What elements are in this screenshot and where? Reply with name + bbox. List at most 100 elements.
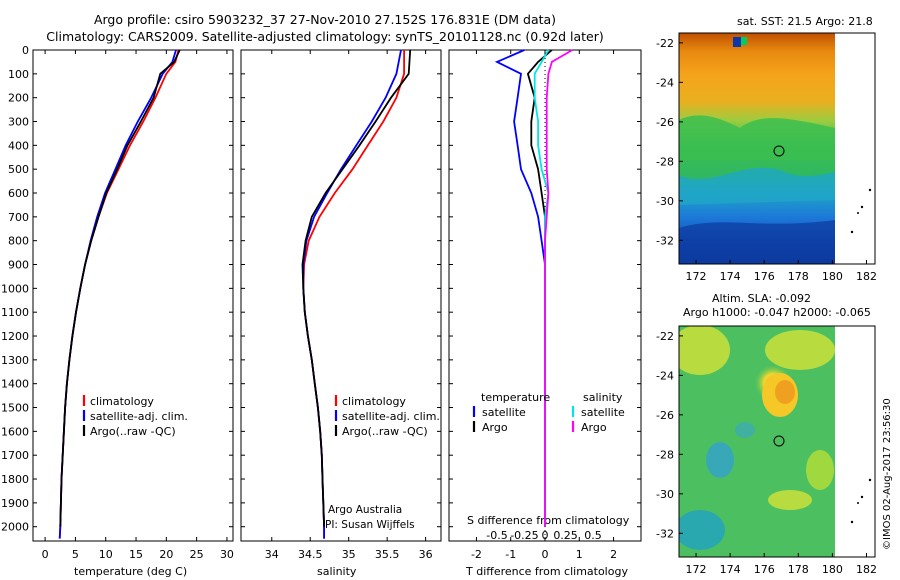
sla_map-ytick-label: -26: [656, 409, 674, 422]
salinity-xtick-label: 34.5: [298, 548, 323, 561]
sst_map-ytick-label: -26: [656, 116, 674, 129]
imos-credit: ©IMOS 02-Aug-2017 23:56:30: [882, 398, 893, 550]
sla_map-xtick-label: 174: [720, 563, 741, 576]
sla_map-xtick-label: 172: [686, 563, 707, 576]
sst_map-ytick-label: -28: [656, 155, 674, 168]
depth-tick-label: 1900: [1, 497, 29, 510]
argo-marker-sla: [773, 435, 785, 447]
sla_map-xtick-label: 178: [788, 563, 809, 576]
depth-tick-label: 1500: [1, 402, 29, 415]
depth-tick-label: 1600: [1, 425, 29, 438]
sla_map-xtick-label: 182: [856, 563, 877, 576]
temperature-xtick-label: 20: [159, 548, 173, 561]
differences-xtick-label: 1: [576, 548, 583, 561]
sst_map-ytick-label: -30: [656, 195, 674, 208]
salinity-xlabel: salinity: [317, 565, 357, 578]
depth-tick-label: 1200: [1, 330, 29, 343]
sla_map-ytick-label: -22: [656, 330, 674, 343]
salinity-legend-label: Argo(..raw -QC): [342, 425, 428, 438]
differences-panel: -2 -1 0 1 2 -0.5 -0.25 0 0.25 0.5: [448, 49, 642, 561]
temperature-frame: [32, 49, 234, 542]
diff-legend-header-temperature: temperature: [481, 391, 550, 404]
salinity-line-0: [302, 50, 405, 539]
salinity-legend-label: satellite-adj. clim.: [342, 410, 440, 423]
depth-tick-label: 200: [8, 92, 29, 105]
diff-xlabel-top: S difference from climatology: [467, 514, 630, 527]
temperature-xtick-label: 5: [72, 548, 79, 561]
temperature-xtick-label: 0: [42, 548, 49, 561]
temperature-xtick-label: 10: [99, 548, 113, 561]
diff-legend-header-salinity: salinity: [583, 391, 623, 404]
differences-xtick-label: -1: [505, 548, 516, 561]
temperature-xtick-label: 15: [129, 548, 143, 561]
sst_map-xtick-label: 174: [720, 270, 741, 283]
salinity-legend-label: climatology: [342, 395, 406, 408]
temperature-legend-label: Argo(..raw -QC): [90, 425, 176, 438]
depth-tick-label: 400: [8, 139, 29, 152]
depth-tick-label: 700: [8, 211, 29, 224]
salinity-line-2: [301, 49, 412, 527]
sla-map: [678, 325, 876, 558]
annotation-pi: PI: Susan Wijffels: [325, 519, 415, 531]
salinity-xtick-label: 35: [342, 548, 356, 561]
diff-legend-label: satellite: [482, 406, 526, 419]
temperature-panel: 0100200300400500600700800900100011001200…: [1, 44, 234, 561]
sst_map-xtick-label: 176: [754, 270, 775, 283]
temperature-xlabel: temperature (deg C): [74, 565, 187, 578]
temperature-xtick-label: 30: [220, 548, 234, 561]
depth-tick-label: 1000: [1, 282, 29, 295]
depth-tick-label: 0: [22, 44, 29, 57]
sdiff-tick-label: 0.25: [553, 529, 578, 542]
depth-tick-label: 1300: [1, 354, 29, 367]
depth-tick-label: 500: [8, 163, 29, 176]
sst_map-xtick-label: 182: [856, 270, 877, 283]
depth-tick-label: 100: [8, 68, 29, 81]
sdiff-tick-label: -0.5: [486, 529, 507, 542]
sla_map-ytick-label: -24: [656, 369, 674, 382]
sst-title: sat. SST: 21.5 Argo: 21.8: [737, 15, 873, 28]
diff-legend-label: satellite: [581, 406, 625, 419]
depth-tick-label: 1400: [1, 378, 29, 391]
salinity-xtick-label: 35.5: [375, 548, 400, 561]
differences-xtick-label: 2: [610, 548, 617, 561]
salinity-xtick-label: 34: [265, 548, 279, 561]
sst_map-ytick-label: -32: [656, 234, 674, 247]
diff-legend-label: Argo: [581, 421, 607, 434]
salinity-panel: 34 34.5 35 35.5 36: [240, 49, 442, 561]
differences-line-1: [526, 49, 553, 527]
sla_map-xtick-label: 180: [822, 563, 843, 576]
sla-subtitle: Argo h1000: -0.047 h2000: -0.065: [683, 306, 871, 319]
differences-xtick-label: -2: [471, 548, 482, 561]
depth-tick-label: 1800: [1, 473, 29, 486]
depth-tick-label: 600: [8, 187, 29, 200]
temperature-legend-label: climatology: [90, 395, 154, 408]
temperature-legend-label: satellite-adj. clim.: [90, 410, 188, 423]
temperature-line-1: [58, 49, 177, 539]
salinity-xtick-label: 36: [419, 548, 433, 561]
diff-legend-label: Argo: [482, 421, 508, 434]
diff-xlabel: T difference from climatology: [465, 565, 628, 578]
chart-title-line1: Argo profile: csiro 5903232_37 27-Nov-20…: [93, 12, 557, 27]
sdiff-tick-label: -0.25: [510, 529, 538, 542]
temperature-line-0: [58, 49, 180, 539]
sst_map-ytick-label: -22: [656, 37, 674, 50]
depth-tick-label: 300: [8, 116, 29, 129]
depth-tick-label: 1700: [1, 449, 29, 462]
sdiff-tick-label: 0.5: [584, 529, 602, 542]
differences-line-3: [544, 49, 573, 527]
salinity-frame: [240, 49, 442, 542]
sst-map: [678, 32, 876, 265]
salinity-line-1: [302, 49, 402, 539]
depth-tick-label: 2000: [1, 521, 29, 534]
sla_map-xtick-label: 176: [754, 563, 775, 576]
sst_map-xtick-label: 178: [788, 270, 809, 283]
sla_map-ytick-label: -28: [656, 448, 674, 461]
chart-title-line2: Climatology: CARS2009. Satellite-adjuste…: [46, 29, 604, 44]
sdiff-tick-label: 0: [542, 529, 549, 542]
sst_map-ytick-label: -24: [656, 76, 674, 89]
depth-tick-label: 1100: [1, 306, 29, 319]
sla-title: Altim. SLA: -0.092: [712, 292, 811, 305]
sla_map-ytick-label: -30: [656, 488, 674, 501]
temperature-xtick-label: 25: [190, 548, 204, 561]
